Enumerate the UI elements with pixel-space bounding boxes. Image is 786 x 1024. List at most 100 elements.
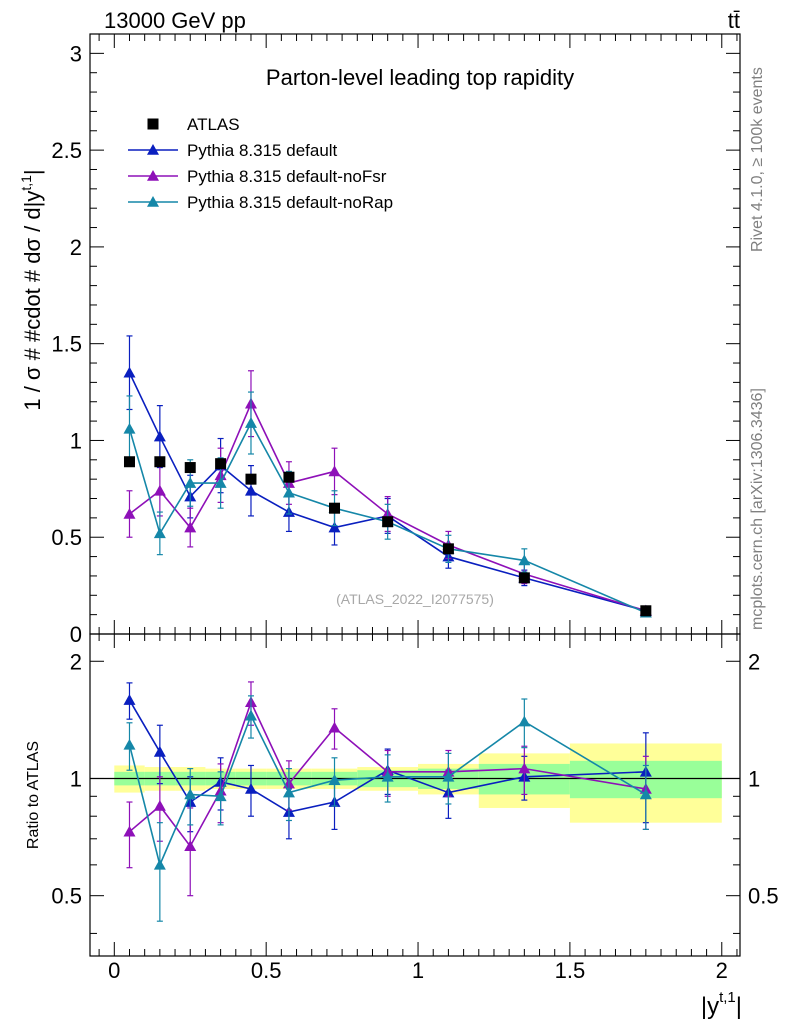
legend-marker <box>147 196 159 207</box>
ratio-point <box>282 786 295 798</box>
analysis-watermark: (ATLAS_2022_I2077575) <box>336 591 494 607</box>
ratio-y-tick-label: 1 <box>70 766 82 791</box>
series-pythia-8-315-default <box>123 335 652 616</box>
x-tick-label: 1 <box>412 958 424 983</box>
legend-label: Pythia 8.315 default-noFsr <box>187 167 387 186</box>
main-y-axis: 0 0.5 1 1.5 2 2.5 3 <box>51 33 740 647</box>
main-data-marks <box>123 335 652 618</box>
x-axis-label: |yt,1| <box>701 989 742 1020</box>
x-axis-label-end: | <box>736 993 742 1020</box>
y-tick-label: 1.5 <box>51 332 82 357</box>
ratio-point <box>518 762 531 774</box>
series-pythia-8-315-default-nofsr <box>123 370 652 616</box>
ratio-y-tick-label-right: 1 <box>748 766 760 791</box>
series-line <box>128 372 647 612</box>
ratio-y-tick-label-right: 2 <box>748 649 760 674</box>
y-tick-label: 2 <box>70 235 82 260</box>
y-tick-label: 3 <box>70 41 82 66</box>
ratio-point <box>184 840 197 851</box>
data-point <box>184 462 196 474</box>
ratio-y-tick-label-right: 0.5 <box>748 884 779 909</box>
series-atlas <box>123 456 652 617</box>
data-point <box>518 572 530 584</box>
rivet-version-label: Rivet 4.1.0, ≥ 100k events <box>749 67 766 252</box>
data-point <box>184 477 197 488</box>
y-axis-label: 1 / σ # #cdot # dσ / d|yt,1| <box>18 169 45 410</box>
ratio-point <box>153 858 166 870</box>
ratio-uncertainty-bands <box>114 743 722 823</box>
x-axis: 0 0.5 1 1.5 2 <box>98 634 738 983</box>
y-axis-label-end: | <box>20 169 45 175</box>
ratio-point <box>328 774 341 785</box>
data-point <box>123 456 135 468</box>
data-point <box>329 502 341 514</box>
x-tick-label: 2 <box>716 958 728 983</box>
data-point <box>215 458 227 470</box>
ratio-data-marks <box>123 681 652 922</box>
series-pythia-8-315-default-norap <box>123 391 652 618</box>
ratio-point <box>381 770 394 782</box>
ratio-point <box>244 782 257 794</box>
ratio-point <box>123 825 136 837</box>
data-point <box>282 486 295 498</box>
ratio-point <box>328 721 341 733</box>
ratio-point <box>214 790 227 802</box>
data-point <box>153 430 166 442</box>
ratio-series-pythia-8-315-default-norap <box>123 695 652 922</box>
x-axis-label-sup: t,1 <box>719 989 736 1006</box>
data-point <box>214 477 227 488</box>
data-point <box>283 471 295 483</box>
main-x-ticks <box>98 34 738 634</box>
ratio-y-tick-label: 2 <box>70 649 82 674</box>
ratio-point <box>639 788 652 800</box>
energy-label: 13000 GeV pp <box>104 8 246 33</box>
mcplots-label: mcplots.cern.ch [arXiv:1306.3436] <box>749 388 766 630</box>
data-point <box>328 521 341 533</box>
data-point <box>245 473 257 485</box>
data-point <box>382 516 394 528</box>
ratio-y-tick-label: 0.5 <box>51 884 82 909</box>
y-axis-label-sup: t,1 <box>18 175 34 191</box>
data-point <box>123 508 136 519</box>
ratio-point <box>153 799 166 811</box>
x-tick-label: 0 <box>108 958 120 983</box>
data-point <box>442 543 454 555</box>
ratio-y-axis: 0.5 0.5 1 1 2 2 <box>51 649 779 934</box>
y-tick-label: 0.5 <box>51 525 82 550</box>
legend-label: Pythia 8.315 default <box>187 141 338 160</box>
ratio-panel: 0.5 0.5 1 1 2 2 0 0.5 1 1.5 2 Ratio to ATLAS |yt,… <box>25 633 779 1020</box>
data-point <box>123 366 136 378</box>
legend-marker <box>147 170 159 181</box>
ratio-y-axis-label: Ratio to ATLAS <box>25 741 42 849</box>
data-point <box>123 422 136 434</box>
legend-marker <box>147 118 159 130</box>
legend-marker <box>147 144 159 155</box>
main-panel: 0 0.5 1 1.5 2 2.5 3 Parton-level leading top r… <box>18 33 741 647</box>
data-point <box>154 456 166 468</box>
legend: ATLAS Pythia 8.315 default Pythia 8.315 de… <box>128 115 393 212</box>
data-point <box>244 484 257 496</box>
legend-label: ATLAS <box>187 115 240 134</box>
ratio-point <box>123 738 136 750</box>
data-point <box>184 521 197 533</box>
x-tick-label: 1.5 <box>555 958 586 983</box>
data-point <box>328 465 341 477</box>
y-tick-label: 1 <box>70 428 82 453</box>
y-axis-label-main: 1 / σ # #cdot # dσ / d|y <box>20 191 45 411</box>
ratio-point <box>153 745 166 757</box>
y-tick-label: 0 <box>70 622 82 647</box>
x-axis-label-main: |y <box>701 993 719 1020</box>
ratio-point <box>442 770 455 782</box>
ratio-point <box>184 788 197 800</box>
y-tick-label: 2.5 <box>51 138 82 163</box>
x-tick-label: 0.5 <box>251 958 282 983</box>
data-point <box>153 484 166 496</box>
chart-title: Parton-level leading top rapidity <box>266 65 574 90</box>
data-point <box>153 527 166 539</box>
data-point <box>640 605 652 617</box>
ratio-point <box>244 709 257 721</box>
ratio-point <box>518 715 531 727</box>
process-label: tt̄ <box>728 8 740 33</box>
data-point <box>518 554 531 566</box>
